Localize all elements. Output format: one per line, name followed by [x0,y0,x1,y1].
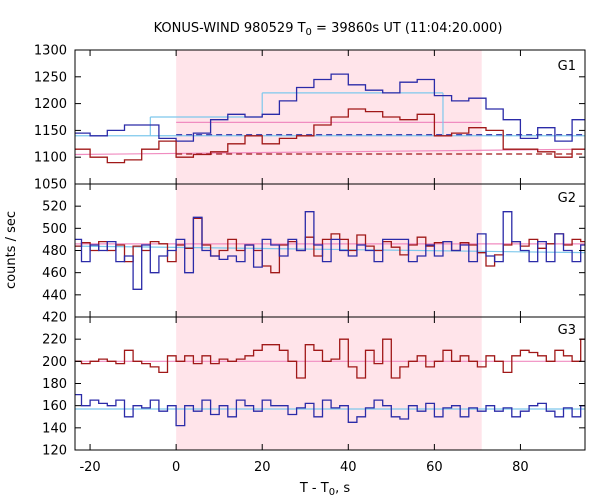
y-tick-label-g2-460: 460 [42,266,67,281]
y-tick-label-g3-200: 200 [42,355,67,370]
y-tick-label-g1-1300: 1300 [34,44,67,59]
x-axis-label-rest: , s [335,481,350,496]
y-tick-label-g3-160: 160 [42,399,67,414]
y-tick-label-g2-480: 480 [42,244,67,259]
tick-layer: 1050110011501200125013004204404604805005… [34,44,585,475]
panel-label-g1: G1 [558,59,576,74]
panel-label-g2: G2 [558,191,576,206]
y-tick-label-g1-1250: 1250 [34,70,67,85]
chart-title: KONUS-WIND 980529 T0 = 39860s UT (11:04:… [154,21,503,38]
y-tick-label-g2-500: 500 [42,222,67,237]
x-axis-label-subscript: 0 [329,487,335,498]
x-axis-label: T - T0, s [299,481,350,498]
y-tick-label-g2-520: 520 [42,200,67,215]
step-series-g3-blue_step [75,393,585,427]
step-series-g3-red_step [75,338,585,379]
y-tick-label-g3-220: 220 [42,333,67,348]
x-tick-label--20: -20 [79,460,100,475]
step-series-g2-blue_step [75,211,585,290]
y-tick-label-g3-140: 140 [42,421,67,436]
fit-line-g1-1 [75,148,585,156]
y-tick-label-g2-440: 440 [42,288,67,303]
x-tick-label-40: 40 [340,460,357,475]
y-tick-label-g1-1100: 1100 [34,151,67,166]
y-tick-label-g3-180: 180 [42,377,67,392]
panel-series-g2 [75,211,585,290]
x-tick-label-80: 80 [512,460,529,475]
panel-series-g3 [75,338,585,427]
step-series-g1-blue_step [75,73,585,142]
series-layer [75,73,585,427]
shaded-interval-g3 [176,317,482,450]
y-tick-label-g1-1150: 1150 [34,124,67,139]
x-tick-label-60: 60 [426,460,443,475]
y-axis-label: counts / sec [4,211,19,289]
x-tick-label-0: 0 [172,460,180,475]
step-series-g1-red_step [75,108,585,164]
panel-label-g3: G3 [558,323,576,338]
y-tick-label-g1-1200: 1200 [34,97,67,112]
x-tick-label-20: 20 [254,460,271,475]
y-tick-label-g1-1050: 1050 [34,178,67,193]
y-tick-label-g3-120: 120 [42,444,67,459]
y-tick-label-g2-420: 420 [42,311,67,326]
chart-title-subscript: 0 [306,27,312,38]
chart-title-rest: = 39860s UT (11:04:20.000) [312,21,502,36]
panel-series-g1 [75,73,585,164]
